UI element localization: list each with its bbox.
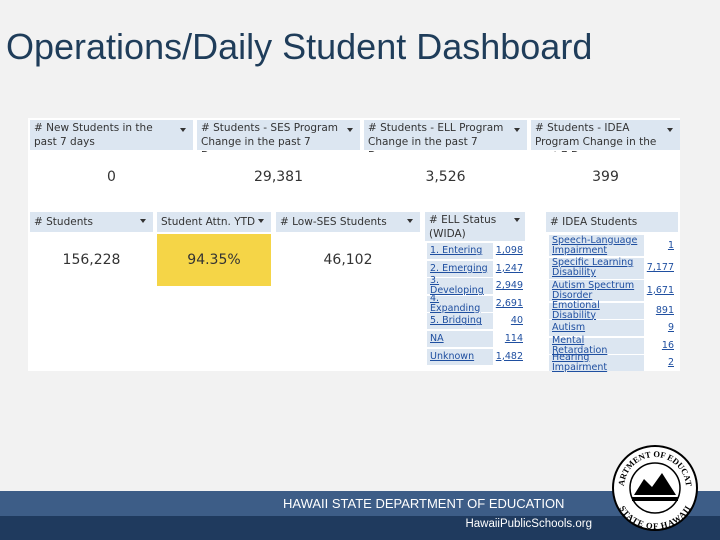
- footer-band: [0, 491, 720, 516]
- card-header: # Students - SES Program Change in the p…: [197, 120, 360, 162]
- card-value: 46,102: [276, 234, 420, 286]
- dropdown-arrow[interactable]: [667, 128, 673, 132]
- dropdown-arrow[interactable]: [514, 128, 520, 132]
- row-value[interactable]: 1: [646, 235, 676, 256]
- card-value: 156,228: [30, 234, 153, 286]
- row-label[interactable]: 1. Entering: [427, 243, 493, 259]
- row-value[interactable]: 891: [646, 302, 676, 319]
- row-value[interactable]: 2,691: [495, 295, 525, 312]
- card-header: # Students - IDEA Program Change in the …: [531, 120, 680, 162]
- row-label[interactable]: Emotional Disability: [549, 300, 644, 320]
- card-header: # Low-SES Students: [276, 212, 420, 232]
- card-value: 3,526: [364, 152, 527, 205]
- row-label[interactable]: Specific Learning Disability: [549, 257, 644, 279]
- row-value[interactable]: 1,247: [495, 260, 525, 277]
- card-header: # Students - ELL Program Change in the p…: [364, 120, 527, 162]
- card-header: Student Attn. YTD: [157, 212, 271, 232]
- row-value[interactable]: 7,177: [646, 257, 676, 279]
- row-label[interactable]: Hearing Impairment: [549, 353, 644, 373]
- dropdown-arrow[interactable]: [258, 219, 264, 223]
- footer-url: HawaiiPublicSchools.org: [465, 518, 592, 530]
- row-label[interactable]: Autism Spectrum Disorder: [549, 280, 644, 301]
- footer-org: HAWAII STATE DEPARTMENT OF EDUCATION: [283, 496, 565, 511]
- logo: DEPARTMENT OF EDUCATION STATE OF HAWAII: [610, 443, 698, 531]
- row-value[interactable]: 1,098: [495, 243, 525, 259]
- row-label[interactable]: Autism: [549, 320, 644, 336]
- row-label[interactable]: Speech-Language Impairment: [549, 235, 644, 256]
- dropdown-arrow[interactable]: [407, 219, 413, 223]
- dropdown-arrow[interactable]: [140, 219, 146, 223]
- row-value[interactable]: 1,671: [646, 280, 676, 301]
- logo-mountain: [634, 473, 676, 495]
- slide-title: Operations/Daily Student Dashboard: [6, 26, 593, 67]
- table-header: # ELL Status (WIDA) Students: [425, 212, 525, 254]
- card-value: 29,381: [197, 152, 360, 205]
- row-label[interactable]: Mental Retardation: [549, 335, 644, 355]
- row-value[interactable]: 2,949: [495, 278, 525, 295]
- dropdown-arrow[interactable]: [180, 128, 186, 132]
- row-value[interactable]: 1,482: [495, 348, 525, 365]
- dropdown-arrow[interactable]: [347, 128, 353, 132]
- row-value[interactable]: 2: [646, 355, 676, 371]
- row-label[interactable]: 2. Emerging: [427, 260, 493, 277]
- table-header: # IDEA Students: [546, 212, 678, 232]
- row-value[interactable]: 9: [646, 320, 676, 336]
- row-label[interactable]: 3. Developing: [427, 276, 493, 296]
- row-value[interactable]: 40: [495, 313, 525, 330]
- card-header: # Students: [30, 212, 153, 232]
- card-value: 0: [30, 152, 193, 205]
- row-value[interactable]: 114: [495, 331, 525, 347]
- card-value: 399: [531, 152, 680, 205]
- dropdown-arrow[interactable]: [514, 218, 520, 222]
- row-label[interactable]: 5. Bridging: [427, 313, 493, 330]
- row-label[interactable]: 4. Expanding: [427, 293, 493, 313]
- card-value: 94.35%: [157, 234, 271, 286]
- row-label[interactable]: Unknown: [427, 348, 493, 365]
- card-header: # New Students in the past 7 days: [30, 120, 193, 150]
- logo-base: [632, 497, 678, 501]
- row-label[interactable]: NA: [427, 331, 493, 347]
- row-value[interactable]: 16: [646, 337, 676, 354]
- footer-band-dark: [0, 516, 720, 540]
